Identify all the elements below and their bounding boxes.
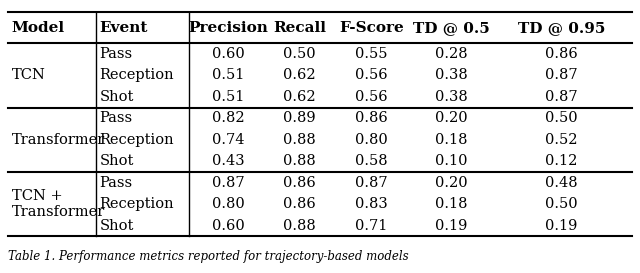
Text: 0.28: 0.28 <box>435 47 467 61</box>
Text: 0.38: 0.38 <box>435 69 467 82</box>
Text: 0.50: 0.50 <box>545 111 578 125</box>
Text: Precision: Precision <box>189 21 269 35</box>
Text: 0.48: 0.48 <box>545 176 578 190</box>
Text: 0.10: 0.10 <box>435 154 467 168</box>
Text: 0.18: 0.18 <box>435 197 467 211</box>
Text: 0.87: 0.87 <box>545 69 578 82</box>
Text: 0.58: 0.58 <box>355 154 388 168</box>
Text: Reception: Reception <box>100 133 174 147</box>
Text: 0.74: 0.74 <box>212 133 245 147</box>
Text: 0.86: 0.86 <box>355 111 388 125</box>
Text: 0.88: 0.88 <box>284 133 316 147</box>
Text: 0.82: 0.82 <box>212 111 245 125</box>
Text: 0.18: 0.18 <box>435 133 467 147</box>
Text: 0.60: 0.60 <box>212 219 245 233</box>
Text: Pass: Pass <box>100 47 132 61</box>
Text: 0.71: 0.71 <box>355 219 387 233</box>
Text: 0.52: 0.52 <box>545 133 578 147</box>
Text: 0.87: 0.87 <box>355 176 388 190</box>
Text: Pass: Pass <box>100 111 132 125</box>
Text: 0.88: 0.88 <box>284 219 316 233</box>
Text: Model: Model <box>12 21 65 35</box>
Text: 0.86: 0.86 <box>284 197 316 211</box>
Text: 0.87: 0.87 <box>545 90 578 104</box>
Text: 0.20: 0.20 <box>435 111 467 125</box>
Text: 0.89: 0.89 <box>284 111 316 125</box>
Text: 0.80: 0.80 <box>212 197 245 211</box>
Text: 0.56: 0.56 <box>355 90 388 104</box>
Text: 0.88: 0.88 <box>284 154 316 168</box>
Text: 0.86: 0.86 <box>284 176 316 190</box>
Text: Event: Event <box>100 21 148 35</box>
Text: Shot: Shot <box>100 90 134 104</box>
Text: 0.50: 0.50 <box>545 197 578 211</box>
Text: 0.12: 0.12 <box>545 154 578 168</box>
Text: 0.43: 0.43 <box>212 154 245 168</box>
Text: TCN +
Transformer: TCN + Transformer <box>12 189 105 219</box>
Text: 0.86: 0.86 <box>545 47 578 61</box>
Text: TD @ 0.95: TD @ 0.95 <box>518 21 605 35</box>
Text: F-Score: F-Score <box>339 21 404 35</box>
Text: 0.51: 0.51 <box>212 90 244 104</box>
Text: Reception: Reception <box>100 197 174 211</box>
Text: 0.56: 0.56 <box>355 69 388 82</box>
Text: Shot: Shot <box>100 219 134 233</box>
Text: 0.87: 0.87 <box>212 176 245 190</box>
Text: 0.83: 0.83 <box>355 197 388 211</box>
Text: Table 1. Performance metrics reported for trajectory-based models: Table 1. Performance metrics reported fo… <box>8 250 408 263</box>
Text: TCN: TCN <box>12 69 45 82</box>
Text: 0.80: 0.80 <box>355 133 388 147</box>
Text: 0.50: 0.50 <box>284 47 316 61</box>
Text: Reception: Reception <box>100 69 174 82</box>
Text: 0.19: 0.19 <box>545 219 578 233</box>
Text: 0.38: 0.38 <box>435 90 467 104</box>
Text: Shot: Shot <box>100 154 134 168</box>
Text: Pass: Pass <box>100 176 132 190</box>
Text: 0.62: 0.62 <box>284 90 316 104</box>
Text: 0.62: 0.62 <box>284 69 316 82</box>
Text: Recall: Recall <box>273 21 326 35</box>
Text: 0.20: 0.20 <box>435 176 467 190</box>
Text: 0.51: 0.51 <box>212 69 244 82</box>
Text: 0.60: 0.60 <box>212 47 245 61</box>
Text: 0.55: 0.55 <box>355 47 388 61</box>
Text: TD @ 0.5: TD @ 0.5 <box>413 21 490 35</box>
Text: 0.19: 0.19 <box>435 219 467 233</box>
Text: Transformer: Transformer <box>12 133 105 147</box>
